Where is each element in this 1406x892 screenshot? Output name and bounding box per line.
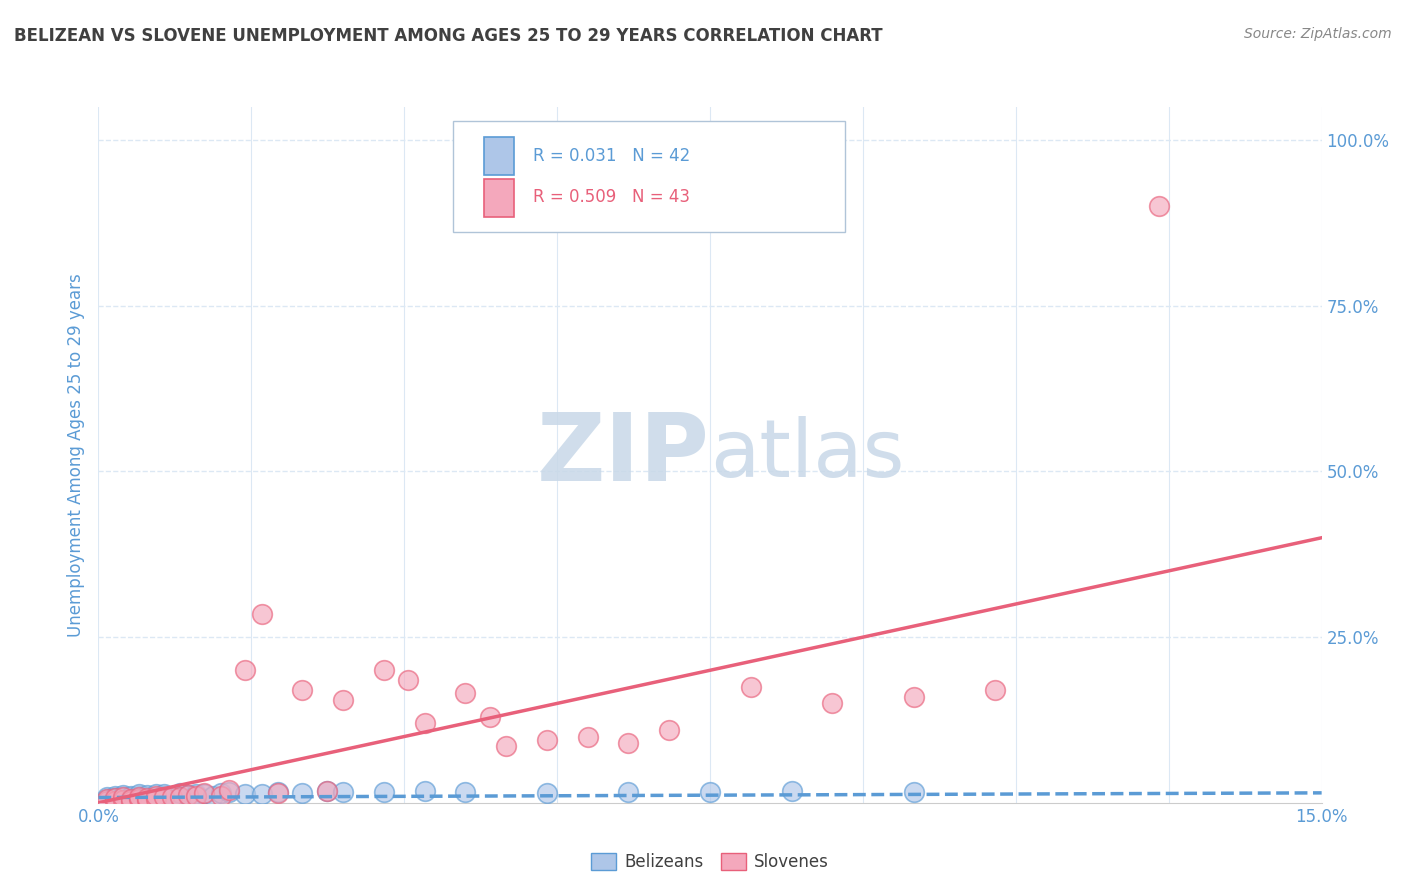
- Point: [332, 785, 354, 799]
- Point: [128, 791, 150, 805]
- Point: [120, 794, 142, 808]
- Point: [145, 787, 167, 801]
- Point: [250, 607, 273, 621]
- Point: [160, 789, 183, 803]
- Point: [1147, 199, 1170, 213]
- Point: [373, 784, 395, 798]
- Point: [104, 792, 127, 806]
- Point: [233, 787, 256, 801]
- Point: [111, 789, 134, 804]
- Text: atlas: atlas: [710, 416, 904, 494]
- Point: [120, 790, 142, 805]
- Point: [291, 683, 314, 698]
- Point: [576, 730, 599, 744]
- Point: [617, 784, 640, 798]
- Point: [332, 693, 354, 707]
- Point: [315, 784, 337, 798]
- Point: [373, 663, 395, 677]
- Point: [104, 794, 127, 808]
- Point: [152, 790, 174, 805]
- Point: [128, 789, 150, 804]
- Point: [396, 673, 419, 688]
- Point: [413, 716, 436, 731]
- Bar: [484, 178, 515, 217]
- Point: [903, 690, 925, 704]
- Point: [136, 788, 159, 802]
- Point: [536, 732, 558, 747]
- Text: Source: ZipAtlas.com: Source: ZipAtlas.com: [1244, 27, 1392, 41]
- FancyBboxPatch shape: [453, 121, 845, 232]
- Point: [658, 723, 681, 737]
- Point: [193, 786, 215, 800]
- Point: [209, 789, 232, 804]
- Text: R = 0.031   N = 42: R = 0.031 N = 42: [533, 147, 690, 165]
- Bar: [484, 137, 515, 175]
- Point: [169, 789, 191, 804]
- Point: [218, 782, 240, 797]
- Point: [136, 793, 159, 807]
- Point: [136, 789, 159, 804]
- Point: [111, 788, 134, 802]
- Point: [96, 790, 118, 805]
- Point: [169, 786, 191, 800]
- Point: [96, 795, 118, 809]
- Point: [186, 789, 208, 804]
- Point: [267, 785, 290, 799]
- Point: [250, 787, 273, 801]
- Point: [984, 683, 1007, 698]
- Point: [111, 792, 134, 806]
- Point: [267, 786, 290, 800]
- Text: ZIP: ZIP: [537, 409, 710, 501]
- Point: [96, 792, 118, 806]
- Point: [160, 789, 183, 804]
- Point: [821, 697, 844, 711]
- Point: [96, 792, 118, 806]
- Point: [291, 786, 314, 800]
- Point: [740, 680, 762, 694]
- Point: [454, 785, 477, 799]
- Point: [111, 790, 134, 805]
- Point: [145, 789, 167, 804]
- Point: [233, 663, 256, 677]
- Point: [177, 788, 200, 802]
- Point: [495, 739, 517, 754]
- Point: [454, 686, 477, 700]
- Text: BELIZEAN VS SLOVENE UNEMPLOYMENT AMONG AGES 25 TO 29 YEARS CORRELATION CHART: BELIZEAN VS SLOVENE UNEMPLOYMENT AMONG A…: [14, 27, 883, 45]
- Point: [478, 709, 501, 723]
- Y-axis label: Unemployment Among Ages 25 to 29 years: Unemployment Among Ages 25 to 29 years: [66, 273, 84, 637]
- Point: [120, 789, 142, 803]
- Point: [111, 793, 134, 807]
- Point: [145, 792, 167, 806]
- Point: [903, 784, 925, 798]
- Legend: Belizeans, Slovenes: Belizeans, Slovenes: [585, 847, 835, 878]
- Point: [104, 791, 127, 805]
- Point: [536, 786, 558, 800]
- Point: [201, 789, 224, 803]
- Point: [209, 786, 232, 800]
- Point: [152, 787, 174, 801]
- Point: [218, 785, 240, 799]
- Point: [128, 789, 150, 804]
- Point: [128, 787, 150, 801]
- Point: [169, 790, 191, 805]
- Point: [315, 784, 337, 798]
- Point: [177, 788, 200, 802]
- Point: [193, 787, 215, 801]
- Point: [780, 784, 803, 798]
- Point: [128, 792, 150, 806]
- Point: [104, 789, 127, 804]
- Point: [186, 787, 208, 801]
- Point: [136, 791, 159, 805]
- Point: [617, 736, 640, 750]
- Text: R = 0.509   N = 43: R = 0.509 N = 43: [533, 188, 690, 206]
- Point: [699, 785, 721, 799]
- Point: [145, 790, 167, 805]
- Point: [120, 792, 142, 806]
- Point: [152, 789, 174, 804]
- Point: [413, 784, 436, 798]
- Point: [104, 791, 127, 805]
